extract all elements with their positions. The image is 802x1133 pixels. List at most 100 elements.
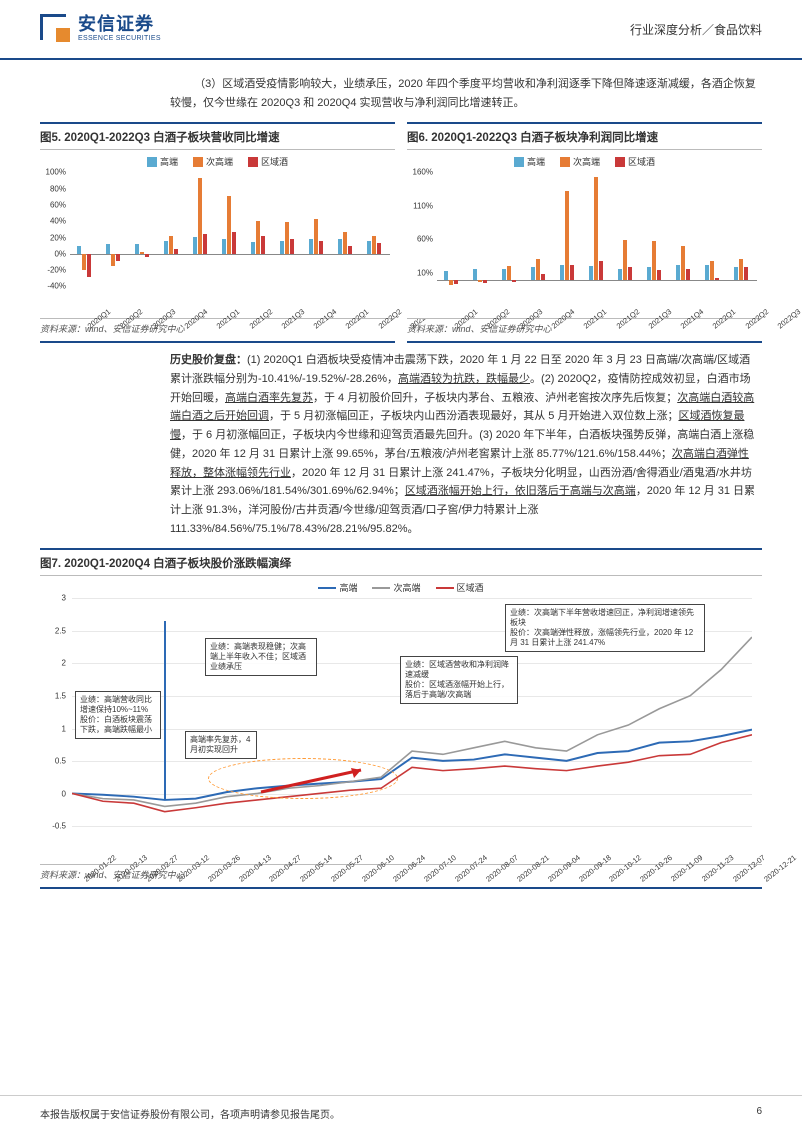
legend-item: 次高端 <box>372 581 420 594</box>
bar <box>594 177 598 279</box>
y-tick: 10% <box>417 268 433 277</box>
bar <box>744 267 748 279</box>
legend-item: 区域酒 <box>615 155 655 168</box>
bar <box>628 267 632 279</box>
y-tick: 160% <box>413 168 433 177</box>
chart5-block: 图5. 2020Q1-2022Q3 白酒子板块营收同比增速 高端次高端区域酒-4… <box>40 122 395 343</box>
annotation-box: 业绩：次高端下半年营收增速回正，净利润增速领先板块 股价：次高端弹性释放，涨幅领… <box>505 604 705 652</box>
y-tick: 80% <box>50 184 66 193</box>
y-tick: 2.5 <box>55 626 66 635</box>
bar <box>473 269 477 280</box>
bar <box>565 191 569 280</box>
y-tick: 0% <box>54 249 66 258</box>
bar <box>169 236 173 254</box>
bar <box>444 271 448 280</box>
history-paragraph: 历史股价复盘：(1) 2020Q1 白酒板块受疫情冲击震荡下跌，2020 年 1… <box>40 351 762 538</box>
bar <box>531 267 535 279</box>
bar <box>145 254 149 257</box>
annotation-box: 业绩：高端表现稳健；次高端上半年收入不佳；区域酒业绩承压 <box>205 638 317 676</box>
bar <box>570 265 574 280</box>
bar <box>135 244 139 254</box>
chart7-block: 图7. 2020Q1-2020Q4 白酒子板块股价涨跌幅演绎 高端次高端区域酒-… <box>40 548 762 889</box>
line-series-high <box>72 730 752 800</box>
y-tick: 0 <box>62 789 66 798</box>
annotation-box: 高端率先复苏，4 月初实现回升 <box>185 731 257 759</box>
bar <box>232 232 236 254</box>
bar <box>599 261 603 280</box>
chart7-title: 图7. 2020Q1-2020Q4 白酒子板块股价涨跌幅演绎 <box>40 548 762 575</box>
y-tick: -40% <box>47 282 66 291</box>
y-tick: 1.5 <box>55 691 66 700</box>
bar <box>140 252 144 254</box>
bar <box>589 266 593 280</box>
legend-item: 高端 <box>318 581 357 594</box>
logo-text-en: ESSENCE SECURITIES <box>78 35 161 43</box>
y-tick: 3 <box>62 594 66 603</box>
bar <box>77 246 81 254</box>
bar <box>483 280 487 283</box>
page-number: 6 <box>756 1106 762 1121</box>
bar <box>734 267 738 279</box>
bar <box>251 242 255 254</box>
bar <box>507 266 511 280</box>
intro-paragraph: （3）区域酒受疫情影响较大，业绩承压，2020 年四个季度平均营收和净利润逐季下… <box>40 75 762 112</box>
bar <box>198 178 202 254</box>
y-tick: 0.5 <box>55 757 66 766</box>
bar <box>174 249 178 254</box>
chart7-canvas: 高端次高端区域酒-0.500.511.522.532020-01-222020-… <box>40 575 762 865</box>
vertical-marker <box>164 621 166 799</box>
bar <box>261 236 265 253</box>
bar <box>454 280 458 284</box>
legend-item: 高端 <box>147 155 178 168</box>
bar <box>348 246 352 254</box>
y-tick: 60% <box>50 200 66 209</box>
bar <box>623 240 627 280</box>
logo-area: 安信证券 ESSENCE SECURITIES <box>40 14 161 44</box>
y-tick: 60% <box>417 235 433 244</box>
bar <box>367 241 371 254</box>
legend-item: 高端 <box>514 155 545 168</box>
bar <box>715 278 719 280</box>
bar <box>681 246 685 280</box>
bar <box>290 239 294 254</box>
chart5-title: 图5. 2020Q1-2022Q3 白酒子板块营收同比增速 <box>40 122 395 149</box>
company-logo-icon <box>40 14 70 44</box>
bar <box>116 254 120 261</box>
bar <box>541 274 545 279</box>
annotation-box: 业绩：区域酒营收和净利润降速减缓 股价：区域酒涨幅开始上行，落后于高端/次高端 <box>400 656 518 704</box>
bar <box>227 196 231 254</box>
x-tick: 2020-12-21 <box>762 853 798 884</box>
bar <box>705 265 709 280</box>
chart6-canvas: 高端次高端区域酒10%60%110%160%2020Q12020Q22020Q3… <box>407 149 762 319</box>
logo-text-cn: 安信证券 <box>78 15 161 35</box>
bar <box>377 243 381 254</box>
page-footer: 本报告版权属于安信证券股份有限公司，各项声明请参见报告尾页。 6 <box>0 1095 802 1133</box>
bar <box>372 236 376 254</box>
bar <box>314 219 318 254</box>
annotation-box: 业绩：高端营收同比增速保持10%~11% 股价：白酒板块震荡下跌，高端跌幅最小 <box>75 691 161 739</box>
bar <box>686 269 690 280</box>
bar <box>652 241 656 279</box>
bar <box>256 221 260 254</box>
bar <box>280 241 284 254</box>
y-tick: 40% <box>50 217 66 226</box>
bar <box>164 241 168 253</box>
header-category: 行业深度分析／食品饮料 <box>630 21 762 38</box>
bar <box>309 239 313 254</box>
bar <box>111 254 115 266</box>
bar <box>739 259 743 279</box>
bar <box>657 270 661 280</box>
bar <box>106 244 110 254</box>
bar <box>560 265 564 280</box>
chart5-canvas: 高端次高端区域酒-40%-20%0%20%40%60%80%100%2020Q1… <box>40 149 395 319</box>
bar <box>319 241 323 254</box>
bar <box>193 237 197 254</box>
y-tick: -20% <box>47 266 66 275</box>
bar <box>478 280 482 283</box>
bar <box>87 254 91 277</box>
legend-item: 区域酒 <box>248 155 288 168</box>
bar <box>338 239 342 254</box>
legend-item: 区域酒 <box>436 581 484 594</box>
x-tick: 2022Q3 <box>776 307 802 331</box>
legend-item: 次高端 <box>560 155 600 168</box>
